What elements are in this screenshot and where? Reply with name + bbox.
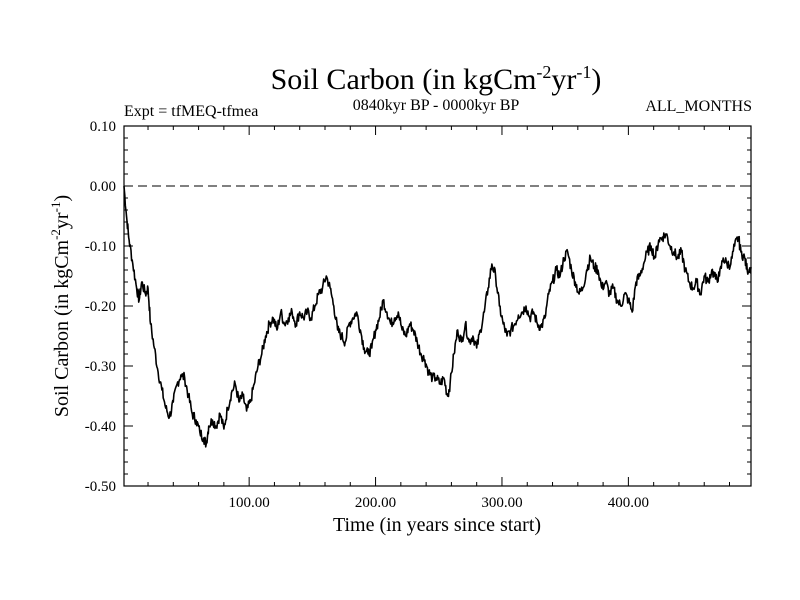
y-tick-label: -0.20 bbox=[85, 299, 116, 315]
y-tick-label: -0.40 bbox=[85, 419, 116, 435]
y-axis-label-end: ) bbox=[51, 195, 73, 202]
y-tick-label: -0.50 bbox=[85, 479, 116, 495]
y-axis-label-mid: yr bbox=[51, 212, 73, 229]
chart-title-mid: yr bbox=[551, 63, 576, 96]
chart-title-main: Soil Carbon (in kgCm bbox=[271, 63, 537, 96]
x-axis-label: Time (in years since start) bbox=[333, 514, 541, 536]
chart-title: Soil Carbon (in kgCm-2yr-1) bbox=[271, 62, 602, 96]
plot-frame bbox=[123, 125, 752, 487]
y-tick-labels: 0.10 0.00 -0.10 -0.20 -0.30 -0.40 -0.50 bbox=[85, 119, 116, 495]
x-tick-label: 300.00 bbox=[481, 495, 522, 511]
y-axis-label-sup1: -2 bbox=[48, 229, 63, 240]
chart-title-sup1: -2 bbox=[536, 62, 551, 82]
y-tick-label: -0.30 bbox=[85, 359, 116, 375]
soil-carbon-series-line bbox=[123, 185, 752, 448]
y-axis-label-main: Soil Carbon (in kgCm bbox=[51, 239, 73, 417]
chart-title-sup2: -1 bbox=[576, 62, 591, 82]
x-tick-label: 100.00 bbox=[229, 495, 270, 511]
chart-title-end: ) bbox=[591, 63, 601, 96]
y-axis-label: Soil Carbon (in kgCm-2yr-1) bbox=[48, 195, 73, 417]
x-tick-label: 200.00 bbox=[355, 495, 396, 511]
y-axis-label-sup2: -1 bbox=[48, 202, 63, 213]
y-tick-label: 0.00 bbox=[90, 179, 116, 195]
subtitle-experiment: Expt = tfMEQ-tfmea bbox=[124, 103, 258, 120]
subtitle-months: ALL_MONTHS bbox=[645, 98, 752, 115]
x-tick-labels: 100.00 200.00 300.00 400.00 bbox=[229, 495, 649, 511]
subtitle-period: 0840kyr BP - 0000kyr BP bbox=[353, 97, 520, 114]
axis-ticks bbox=[124, 125, 751, 487]
y-tick-label: -0.10 bbox=[85, 239, 116, 255]
x-tick-label: 400.00 bbox=[608, 495, 649, 511]
y-tick-label: 0.10 bbox=[90, 119, 116, 135]
